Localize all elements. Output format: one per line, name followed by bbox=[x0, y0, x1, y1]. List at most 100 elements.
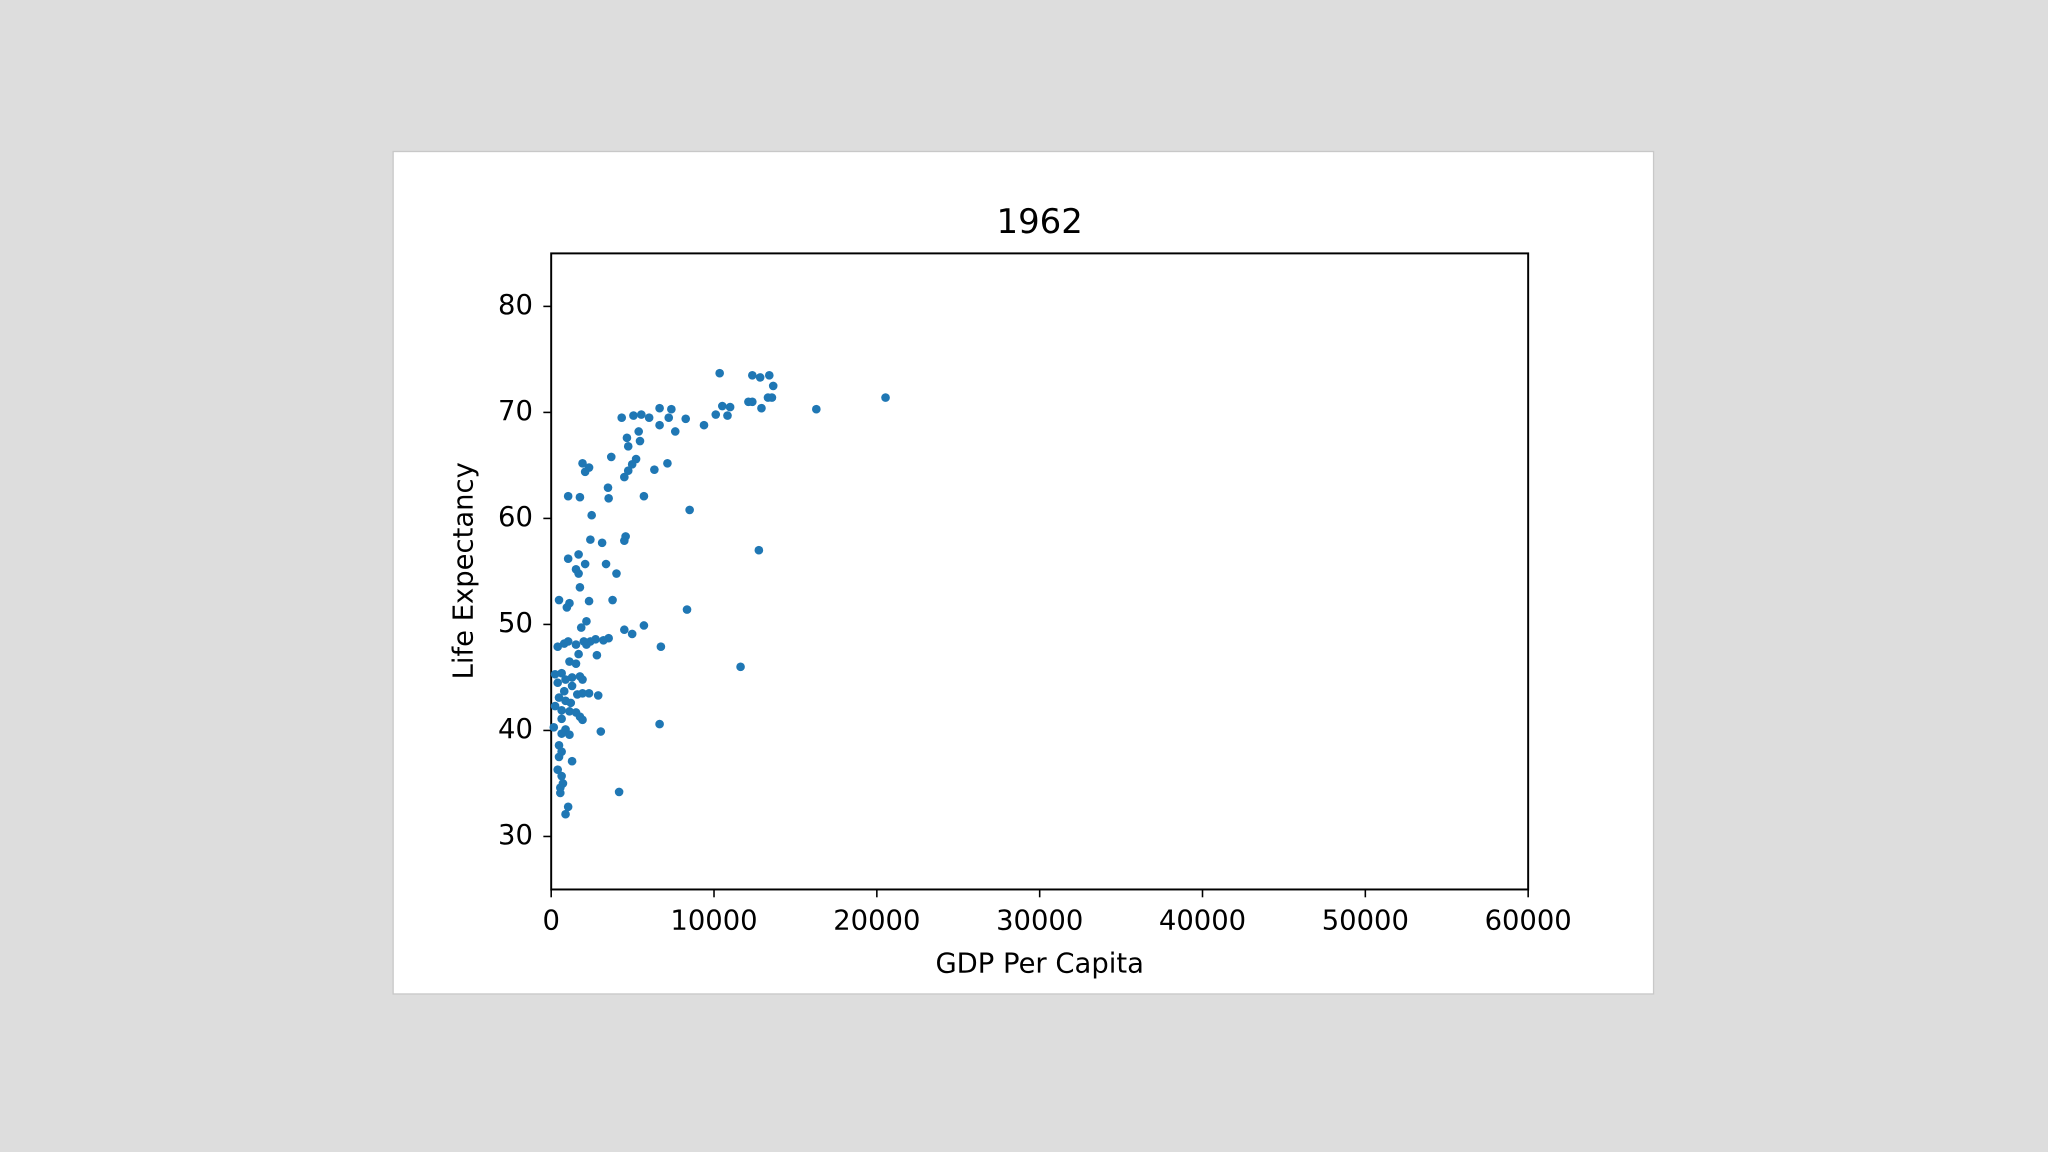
point bbox=[723, 411, 732, 420]
point bbox=[578, 689, 587, 698]
point bbox=[579, 637, 589, 646]
point bbox=[571, 640, 581, 649]
point bbox=[767, 393, 777, 402]
point bbox=[754, 545, 764, 555]
point bbox=[563, 802, 573, 812]
figure-card bbox=[392, 150, 1655, 995]
x-tick-label: 20000 bbox=[833, 906, 920, 937]
point bbox=[736, 662, 745, 672]
point bbox=[655, 719, 664, 729]
point bbox=[578, 675, 587, 684]
point bbox=[603, 483, 613, 492]
point bbox=[635, 436, 645, 446]
point bbox=[554, 752, 564, 762]
point bbox=[664, 413, 674, 423]
point bbox=[629, 411, 638, 420]
point bbox=[620, 472, 629, 482]
point bbox=[881, 393, 890, 402]
point bbox=[604, 493, 613, 503]
point bbox=[553, 678, 563, 688]
point bbox=[557, 771, 566, 781]
point bbox=[608, 595, 617, 605]
point bbox=[563, 554, 573, 564]
point bbox=[627, 460, 637, 469]
point bbox=[748, 370, 757, 380]
point bbox=[620, 536, 629, 545]
x-tick-label: 50000 bbox=[1322, 906, 1409, 937]
point bbox=[620, 625, 629, 635]
point bbox=[557, 729, 566, 738]
point bbox=[622, 433, 632, 443]
point bbox=[565, 657, 574, 666]
point bbox=[715, 368, 724, 378]
point bbox=[553, 642, 563, 652]
point bbox=[567, 756, 577, 766]
point bbox=[587, 510, 596, 520]
y-axis-label: Life Expectancy bbox=[448, 462, 479, 679]
point bbox=[549, 722, 559, 732]
x-tick-label: 40000 bbox=[1159, 906, 1246, 937]
point bbox=[561, 675, 570, 684]
point bbox=[655, 420, 664, 430]
point bbox=[554, 595, 564, 605]
point bbox=[764, 370, 774, 380]
y-tick-label: 50 bbox=[498, 608, 533, 639]
point bbox=[574, 550, 583, 559]
point bbox=[592, 650, 602, 660]
point bbox=[567, 673, 577, 682]
point bbox=[550, 669, 560, 679]
point bbox=[567, 681, 577, 691]
point bbox=[670, 427, 680, 436]
point bbox=[812, 404, 821, 414]
point bbox=[554, 693, 564, 702]
point bbox=[650, 465, 659, 474]
y-tick-label: 40 bbox=[498, 714, 533, 745]
point bbox=[601, 559, 611, 569]
point bbox=[617, 413, 627, 423]
x-tick-label: 0 bbox=[542, 906, 559, 937]
x-tick-label: 10000 bbox=[670, 906, 757, 937]
point bbox=[755, 373, 765, 382]
point bbox=[656, 642, 666, 652]
point bbox=[584, 689, 594, 698]
point bbox=[596, 727, 606, 736]
point bbox=[644, 413, 654, 423]
point bbox=[561, 809, 570, 819]
point bbox=[711, 410, 721, 419]
point bbox=[565, 707, 574, 716]
point bbox=[553, 765, 563, 774]
point bbox=[599, 636, 608, 645]
y-tick-label: 70 bbox=[498, 396, 533, 427]
point bbox=[639, 491, 649, 501]
point bbox=[593, 691, 603, 700]
point bbox=[578, 715, 587, 725]
x-tick-label: 60000 bbox=[1485, 906, 1572, 937]
point bbox=[574, 569, 583, 578]
y-tick-label: 60 bbox=[498, 502, 533, 533]
point bbox=[563, 637, 573, 646]
point bbox=[550, 701, 560, 711]
point bbox=[580, 467, 590, 477]
y-tick-label: 30 bbox=[498, 820, 533, 851]
point bbox=[681, 414, 691, 424]
point bbox=[744, 397, 753, 407]
point bbox=[575, 583, 585, 592]
point bbox=[685, 505, 694, 515]
point bbox=[655, 403, 664, 413]
point bbox=[562, 603, 572, 612]
chart-title: 1962 bbox=[996, 202, 1082, 242]
point bbox=[571, 659, 581, 668]
point bbox=[667, 404, 676, 414]
point bbox=[682, 605, 692, 614]
point bbox=[578, 458, 587, 468]
point bbox=[717, 401, 727, 411]
x-tick-label: 30000 bbox=[996, 906, 1083, 937]
y-tick-label: 80 bbox=[498, 290, 533, 321]
point bbox=[575, 492, 585, 502]
point bbox=[627, 629, 637, 639]
point bbox=[699, 420, 709, 430]
point bbox=[614, 787, 624, 797]
point bbox=[606, 452, 616, 462]
point bbox=[566, 698, 576, 708]
point bbox=[563, 491, 573, 501]
